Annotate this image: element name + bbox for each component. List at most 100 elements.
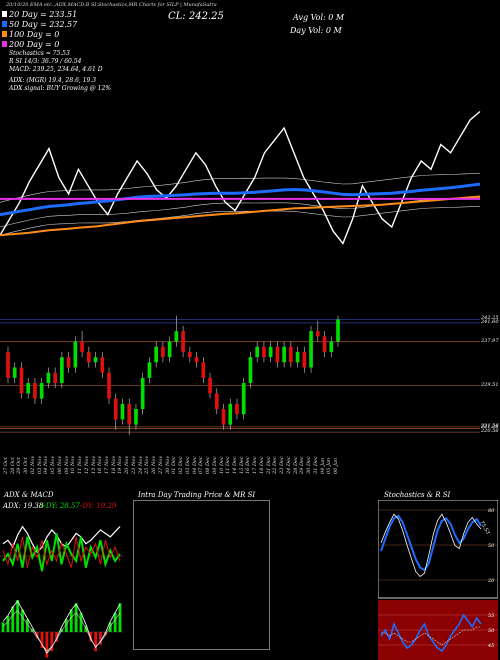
candle xyxy=(93,351,98,368)
main-chart xyxy=(0,110,481,435)
avg-volume-label: Avg Vol: 0 M xyxy=(293,13,345,22)
date-tick-label: 06 Jan xyxy=(333,457,339,474)
macd-hist-bar xyxy=(64,619,68,632)
price-tick-label: 229.51 xyxy=(481,381,499,388)
candle-body xyxy=(19,367,24,394)
candle-body xyxy=(140,377,145,410)
candle xyxy=(87,346,91,368)
date-tick-label: 14 Dec xyxy=(231,456,238,474)
candle xyxy=(329,336,334,358)
candle-body xyxy=(235,403,239,415)
plus-di-label: +DY: 28.57 xyxy=(40,502,80,510)
date-tick-label: 10 Dec xyxy=(218,456,225,474)
date-tick-label: 24 Dec xyxy=(285,456,292,474)
candle xyxy=(167,336,172,363)
candle xyxy=(26,377,31,399)
candle xyxy=(107,367,111,404)
adx-value-label: ADX: 19.38 xyxy=(3,502,44,510)
date-tick-label: 17 Nov xyxy=(104,455,111,474)
macd-line xyxy=(2,600,121,654)
date-tick-label: 21 Dec xyxy=(265,456,272,474)
adx-macd-title: ADX & MACD xyxy=(4,491,54,499)
candle xyxy=(302,346,307,373)
candle xyxy=(46,367,51,389)
candle-body xyxy=(262,346,266,358)
candle xyxy=(214,388,219,415)
stoch-tick-label: 50 xyxy=(488,543,495,549)
macd-signal-line xyxy=(2,610,121,652)
ema50-swatch xyxy=(2,21,7,27)
candle xyxy=(53,367,57,389)
candle-body xyxy=(113,398,118,420)
candle xyxy=(66,351,71,373)
ema100-line xyxy=(0,195,481,237)
price-tick-label: 242.25 xyxy=(481,315,499,322)
date-tick-label: 22 Dec xyxy=(272,456,279,474)
candle xyxy=(120,398,125,425)
stoch-k-line xyxy=(380,514,482,572)
macd-hist-bar xyxy=(6,616,10,632)
day-volume-label: Day Vol: 0 M xyxy=(290,26,342,35)
date-tick-label: 01 Dec xyxy=(171,456,178,474)
macd-hist-bar xyxy=(45,632,49,658)
candle-body xyxy=(107,372,111,399)
candle xyxy=(113,393,118,430)
chart-header-line: 20/10/20 EMA etc.,ADX,MACD,B SI,Stochast… xyxy=(6,2,217,8)
candle-body xyxy=(154,346,158,363)
minus-di-label: -DY: 19.29 xyxy=(80,502,117,510)
date-tick-label: 17 Dec xyxy=(252,456,259,474)
candle-body xyxy=(214,393,219,410)
candle-body xyxy=(208,377,212,394)
macd-hist-bar xyxy=(50,632,54,652)
candle xyxy=(80,331,84,358)
candle xyxy=(100,351,105,378)
date-tick-label: 30 Nov xyxy=(164,455,171,474)
candle xyxy=(12,362,17,384)
macd-hist-bar xyxy=(74,603,78,632)
candle xyxy=(282,341,286,368)
candle-body xyxy=(268,346,273,358)
adx-signal-label: ADX signal: BUY Growing @ 12% xyxy=(9,85,111,92)
price-tick-label: 220.56 xyxy=(481,428,499,435)
date-tick-label: 09 Nov xyxy=(63,455,70,474)
macd-hist-bar xyxy=(108,622,112,632)
candle xyxy=(201,357,206,384)
candle-body xyxy=(134,409,138,425)
date-tick-label: 11 Dec xyxy=(225,456,232,474)
candle-body xyxy=(201,362,206,378)
candle-body xyxy=(87,351,91,363)
candle-body xyxy=(73,341,78,368)
candle-body xyxy=(309,331,313,368)
candle-body xyxy=(322,336,327,352)
candle-body xyxy=(241,383,246,415)
candle xyxy=(275,341,280,368)
candle-body xyxy=(46,372,51,384)
date-tick-label: 28 Dec xyxy=(292,456,299,474)
date-tick-label: 15 Dec xyxy=(238,456,245,474)
ema200-swatch xyxy=(2,41,7,47)
candle xyxy=(208,372,212,399)
stoch-rsi-panel: 80 50 20 75.53 55 50 45 xyxy=(378,500,498,660)
price-tick-label: 221.26 xyxy=(481,424,499,431)
rsi-tick-label: 55 xyxy=(488,613,494,619)
candle-body xyxy=(26,383,31,394)
candle xyxy=(6,346,10,384)
candle-body xyxy=(336,319,340,342)
band-line-2 xyxy=(0,172,481,203)
candle-body xyxy=(60,357,64,384)
candle-body xyxy=(127,403,132,425)
macd-hist-bar xyxy=(21,609,24,632)
macd-hist-bar xyxy=(94,632,98,652)
stoch-d-line xyxy=(380,513,482,578)
candle xyxy=(194,351,199,368)
date-tick-label: 20 Nov xyxy=(124,455,131,474)
date-tick-label: 09 Dec xyxy=(211,456,218,474)
date-tick-label: 16 Nov xyxy=(97,455,104,474)
date-tick-label: 03 Nov xyxy=(36,455,43,474)
candle xyxy=(134,403,138,430)
date-tick-label: 29 Dec xyxy=(299,456,306,474)
candle xyxy=(262,341,266,363)
date-tick-label: 18 Dec xyxy=(258,456,265,474)
ema20-line xyxy=(0,110,481,245)
